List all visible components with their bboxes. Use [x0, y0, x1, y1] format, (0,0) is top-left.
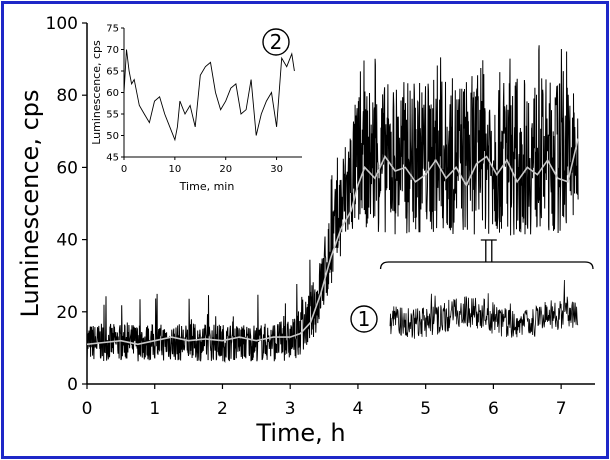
inset-x-tick-label: 10	[168, 164, 181, 175]
marker-1-label: 1	[358, 307, 371, 331]
inset-series-line	[123, 49, 295, 142]
x-tick-label: 4	[353, 399, 364, 419]
marker-2-label: 2	[270, 30, 283, 54]
x-tick-label: 1	[149, 399, 160, 419]
marker-2-circle	[262, 28, 290, 56]
x-tick-label: 0	[82, 399, 93, 419]
marker-1-circle	[350, 305, 378, 333]
raw-signal-series	[86, 45, 579, 364]
inset-y-tick-label: 65	[106, 67, 119, 78]
inset-x-tick-label: 20	[219, 164, 232, 175]
x-tick-label: 6	[488, 399, 499, 419]
annotations: 12	[262, 28, 594, 339]
x-tick-label: 2	[217, 399, 228, 419]
smoothed-average-series	[86, 138, 579, 346]
inset-y-tick-label: 75	[106, 24, 119, 35]
inset-y-tick-label: 45	[106, 153, 119, 164]
x-tick-label: 5	[420, 399, 431, 419]
x-axis-title: Time, h	[255, 419, 345, 447]
y-tick-label: 20	[56, 303, 78, 323]
inset-y-tick-label: 70	[106, 45, 119, 56]
y-tick-label: 0	[67, 375, 78, 395]
y-tick-label: 40	[56, 231, 78, 251]
inset-x-tick-label: 30	[270, 164, 283, 175]
main-data-layer	[86, 45, 579, 364]
inset-x-axis-title: Time, min	[179, 180, 235, 193]
inset-y-tick-label: 55	[106, 110, 119, 121]
zoom-bracket	[379, 261, 594, 270]
y-tick-label: 80	[56, 86, 78, 106]
inset-y-tick-label: 60	[106, 88, 119, 99]
x-tick-label: 3	[285, 399, 296, 419]
inset-y-tick-label: 50	[106, 131, 119, 142]
zoomed-trace	[389, 279, 579, 339]
y-tick-label: 100	[46, 14, 78, 34]
inset-y-axis-title: Luminescence, cps	[90, 40, 103, 145]
y-axis-title: Luminescence, cps	[16, 89, 44, 317]
x-tick-label: 7	[556, 399, 567, 419]
inset-x-tick-label: 0	[121, 164, 127, 175]
y-tick-label: 60	[56, 158, 78, 178]
